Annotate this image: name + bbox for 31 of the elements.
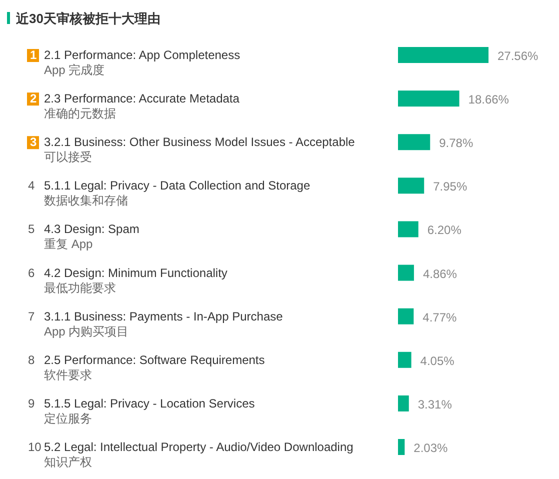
- y-tick-label: 10 5.2 Legal: Intellectual Property - Audio/Video Downloading 知识产权: [28, 440, 354, 469]
- bar: [398, 221, 418, 238]
- y-tick-label: 6 4.2 Design: Minimum Functionality 最低功能要求: [28, 266, 228, 295]
- bar: [398, 47, 488, 63]
- data-label: 9.78%: [439, 136, 474, 150]
- y-tick-label: 4 5.1.1 Legal: Privacy - Data Collection and Storage 数据收集和存储: [28, 178, 310, 208]
- y-tick-label: 3 3.2.1 Business: Other Business Model Issues - Acceptable 可以接受: [30, 135, 356, 164]
- bar: [398, 264, 414, 281]
- bar: [398, 395, 409, 412]
- y-tick-label: 5 4.3 Design: Spam 重复 App: [28, 222, 140, 252]
- y-tick-label: 8 2.5 Performance: Software Requirements 软件要求: [28, 352, 265, 382]
- data-label: 4.05%: [420, 354, 455, 368]
- bar: [398, 134, 430, 150]
- bar: [398, 352, 412, 368]
- data-label: 7.95%: [433, 180, 468, 194]
- data-label: 2.03%: [414, 441, 448, 455]
- text: 近30天审核被拒十大理由: [15, 11, 160, 26]
- y-tick-label: 7 3.1.1 Business: Payments - In-App Purchase App 内购买项目: [28, 309, 284, 338]
- data-label: 18.66%: [468, 92, 510, 107]
- bar: [398, 90, 460, 107]
- data-label: 4.86%: [422, 266, 458, 281]
- y-tick-label: 2 2.3 Performance: Accurate Metadata 准确的元数据: [30, 92, 240, 121]
- data-label: 4.77%: [422, 310, 458, 324]
- bar: [398, 178, 424, 194]
- data-label: 3.31%: [418, 397, 452, 412]
- bar: [398, 308, 414, 324]
- bar: [398, 439, 405, 455]
- data-label: 6.20%: [427, 223, 462, 238]
- y-tick-label: 1 2.1 Performance: App Completeness App 完成度: [30, 48, 240, 77]
- data-label: 27.56%: [498, 49, 539, 63]
- y-tick-label: 9 5.1.5 Legal: Privacy - Location Services 定位服务: [28, 396, 255, 426]
